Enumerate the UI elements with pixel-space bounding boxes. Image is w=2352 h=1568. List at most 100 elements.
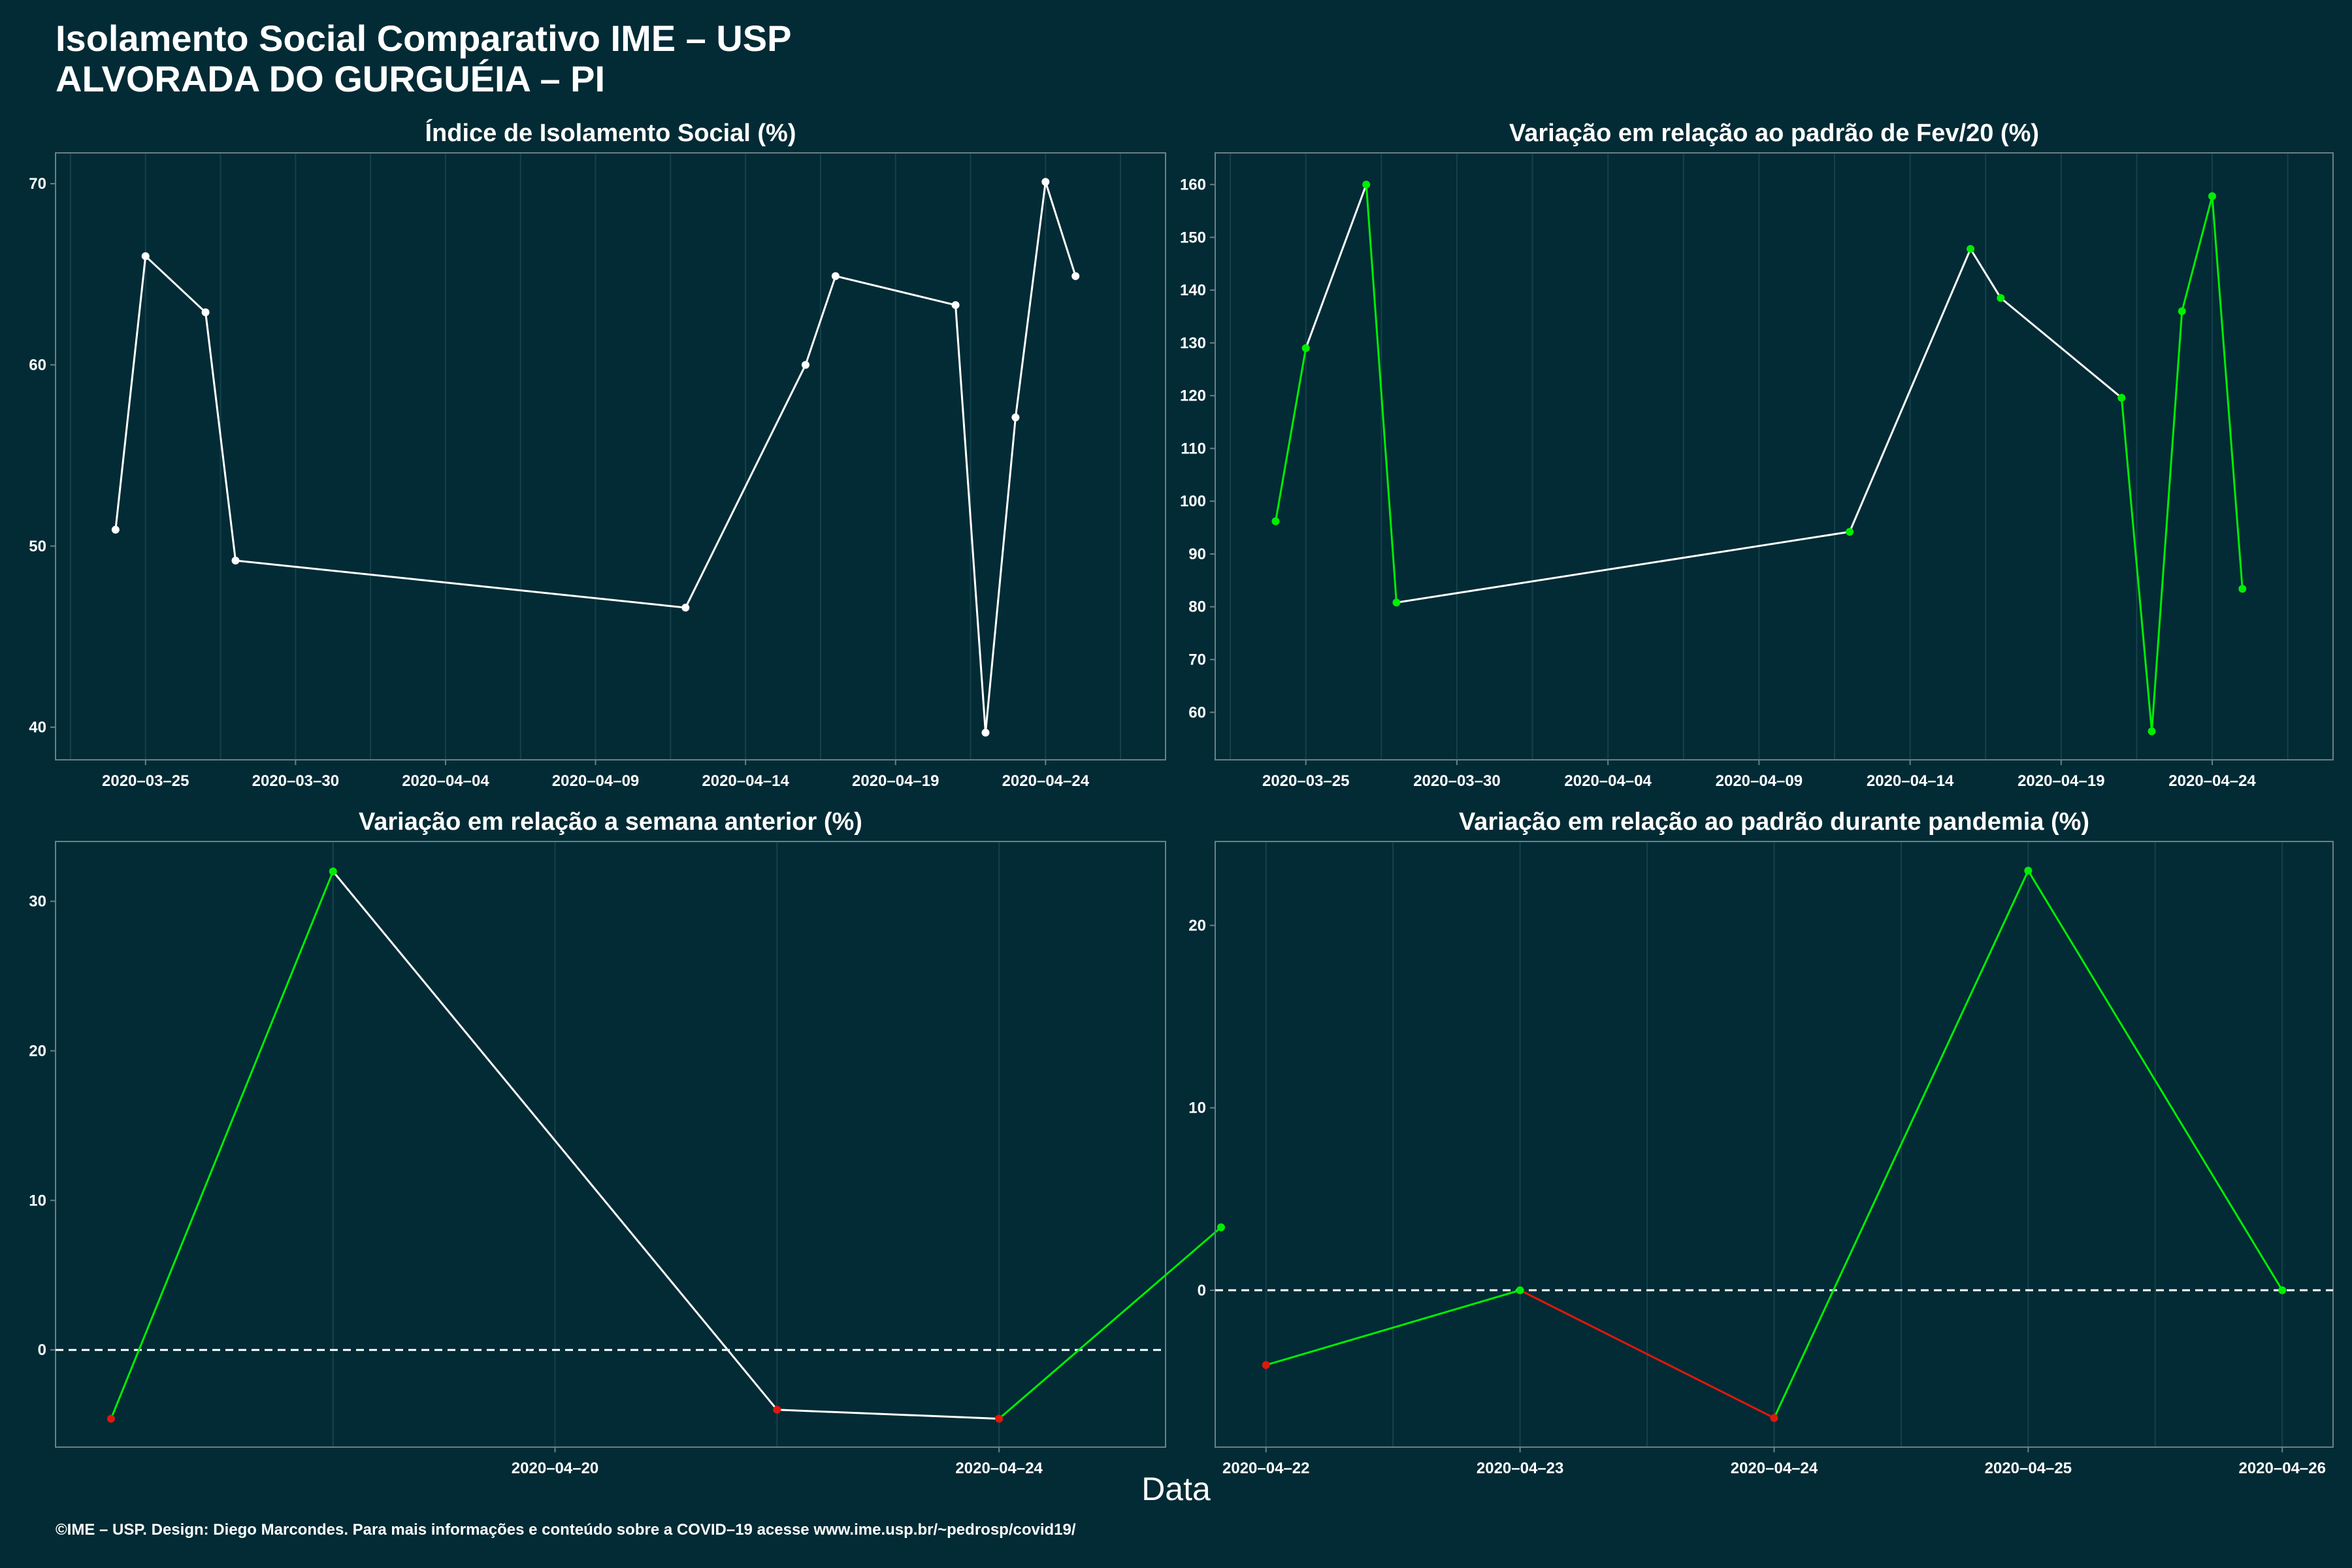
y-tick-label: 150 <box>1180 229 1206 246</box>
series-segment <box>1396 531 1850 604</box>
data-point <box>111 525 120 534</box>
y-tick-label: 0 <box>38 1341 46 1359</box>
title-line-2: ALVORADA DO GURGUÉIA – PI <box>56 58 606 99</box>
x-tick-label: 2020–04–20 <box>512 1460 598 1477</box>
data-point <box>2208 192 2217 201</box>
x-tick-label: 2020–04–24 <box>955 1460 1043 1477</box>
series-segment <box>2120 397 2153 732</box>
series-segment <box>1014 182 1047 418</box>
y-tick-label: 10 <box>29 1192 46 1209</box>
panel-border <box>55 841 1166 1448</box>
y-tick-label: 140 <box>1180 282 1206 299</box>
series-segment <box>955 304 987 733</box>
x-tick-label: 2020–04–19 <box>2017 772 2104 790</box>
series-segment <box>144 255 206 314</box>
series-segment <box>2181 195 2213 312</box>
y-tick-label: 50 <box>29 538 46 555</box>
data-point <box>2117 393 2126 402</box>
data-point <box>1997 294 2005 302</box>
data-point <box>141 252 150 261</box>
y-tick-label: 160 <box>1180 176 1206 193</box>
y-tick-label: 100 <box>1180 493 1206 510</box>
data-point <box>1967 245 1975 253</box>
data-point <box>1362 180 1371 189</box>
series-segment <box>332 870 778 1411</box>
x-tick-label: 2020–03–30 <box>1413 772 1500 790</box>
data-point <box>773 1405 781 1414</box>
data-point <box>681 604 690 612</box>
series-segment <box>2211 196 2244 589</box>
y-tick-label: 0 <box>1198 1282 1206 1299</box>
data-point <box>2024 866 2033 875</box>
series-segment <box>777 1409 1000 1420</box>
series-segment <box>1365 184 1397 603</box>
y-tick-label: 70 <box>1188 651 1206 669</box>
data-point <box>801 361 809 369</box>
x-tick-label: 2020–04–14 <box>702 772 789 790</box>
data-point <box>2148 727 2156 736</box>
series-segment <box>1848 248 1972 532</box>
series-segment <box>110 871 335 1420</box>
y-tick-label: 10 <box>1188 1100 1206 1117</box>
series-segment <box>2027 870 2283 1291</box>
footer-credit: ©IME – USP. Design: Diego Marcondes. Par… <box>56 1521 1076 1539</box>
x-tick-label: 2020–04–24 <box>1002 772 1090 790</box>
x-tick-label: 2020–04–25 <box>1985 1460 2072 1477</box>
data-point <box>1301 344 1310 352</box>
x-axis-label: Data <box>1141 1471 1211 1507</box>
x-tick-label: 2020–03–30 <box>252 772 339 790</box>
x-tick-label: 2020–04–04 <box>402 772 489 790</box>
data-point <box>1262 1361 1270 1369</box>
x-tick-label: 2020–04–23 <box>1477 1460 1563 1477</box>
data-point <box>1071 272 1080 280</box>
series-segment <box>1266 1289 1521 1366</box>
series-segment <box>1044 181 1077 277</box>
data-point <box>1516 1286 1524 1294</box>
data-point <box>2178 307 2186 316</box>
panel-title: Índice de Isolamento Social (%) <box>425 118 796 147</box>
series-segment <box>1969 248 2002 299</box>
y-tick-label: 30 <box>29 893 46 911</box>
x-tick-label: 2020–04–09 <box>552 772 639 790</box>
series-segment <box>804 276 837 365</box>
title-line-1: Isolamento Social Comparativo IME – USP <box>56 18 792 59</box>
y-tick-label: 80 <box>1188 598 1206 616</box>
y-tick-label: 70 <box>29 175 46 193</box>
x-tick-label: 2020–03–25 <box>1262 772 1349 790</box>
data-point <box>1271 517 1280 525</box>
series-segment <box>1275 348 1307 522</box>
data-point <box>106 1414 115 1423</box>
x-tick-label: 2020–04–14 <box>1867 772 1954 790</box>
y-tick-label: 60 <box>29 356 46 374</box>
y-tick-label: 130 <box>1180 335 1206 352</box>
y-tick-label: 120 <box>1180 387 1206 405</box>
data-point <box>1846 528 1854 536</box>
panel-title: Variação em relação ao padrão durante pa… <box>1459 808 2089 836</box>
series-segment <box>835 275 956 306</box>
data-point <box>951 301 960 309</box>
data-point <box>1217 1223 1225 1232</box>
y-tick-label: 20 <box>29 1042 46 1060</box>
x-tick-label: 2020–04–22 <box>1222 1460 1309 1477</box>
data-point <box>201 308 210 317</box>
panel-title: Variação em relação ao padrão de Fev/20 … <box>1509 120 2039 147</box>
panel-border <box>1215 152 2334 760</box>
series-segment <box>114 255 147 530</box>
series-segment <box>984 417 1017 733</box>
data-point <box>329 867 337 875</box>
series-segment <box>204 312 237 561</box>
x-tick-label: 2020–03–25 <box>102 772 189 790</box>
data-point <box>1770 1414 1778 1422</box>
series-segment <box>2000 297 2123 399</box>
series-segment <box>1519 1289 1775 1419</box>
data-point <box>1011 413 1020 421</box>
panel-title: Variação em relação a semana anterior (%… <box>359 808 862 836</box>
x-tick-label: 2020–04–24 <box>2168 772 2256 790</box>
series-segment <box>235 559 686 609</box>
x-tick-label: 2020–04–19 <box>852 772 939 790</box>
series-segment <box>1305 184 1367 349</box>
panel-variation-previous-week: Variação em relação a semana anterior (%… <box>29 808 1225 1477</box>
panel-border <box>55 152 1166 760</box>
data-point <box>231 556 240 564</box>
